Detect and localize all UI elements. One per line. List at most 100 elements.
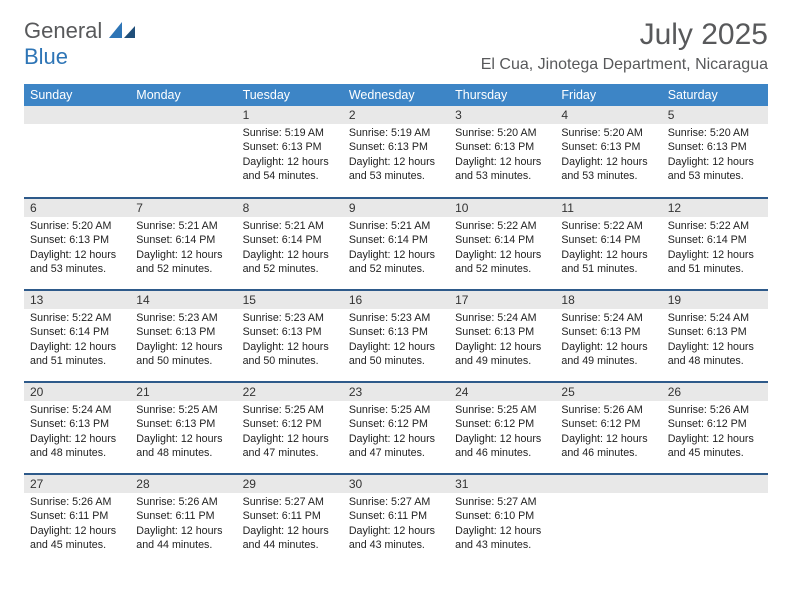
day-line: Sunrise: 5:27 AM	[243, 495, 337, 509]
day-line: Daylight: 12 hours	[243, 155, 337, 169]
day-line: and 52 minutes.	[455, 262, 549, 276]
day-cell: 17Sunrise: 5:24 AMSunset: 6:13 PMDayligh…	[449, 290, 555, 382]
day-line: Daylight: 12 hours	[349, 432, 443, 446]
day-body: Sunrise: 5:26 AMSunset: 6:11 PMDaylight:…	[24, 493, 130, 557]
day-line: Daylight: 12 hours	[561, 432, 655, 446]
day-body: Sunrise: 5:20 AMSunset: 6:13 PMDaylight:…	[24, 217, 130, 281]
day-body: Sunrise: 5:24 AMSunset: 6:13 PMDaylight:…	[662, 309, 768, 373]
day-line: and 49 minutes.	[561, 354, 655, 368]
logo: General Blue	[24, 18, 135, 70]
weekday-head: Thursday	[449, 84, 555, 106]
empty-daynum	[130, 106, 236, 124]
day-number: 18	[555, 291, 661, 309]
day-cell: 4Sunrise: 5:20 AMSunset: 6:13 PMDaylight…	[555, 106, 661, 198]
day-number: 3	[449, 106, 555, 124]
day-body: Sunrise: 5:25 AMSunset: 6:12 PMDaylight:…	[343, 401, 449, 465]
day-line: Daylight: 12 hours	[668, 248, 762, 262]
day-line: Daylight: 12 hours	[136, 524, 230, 538]
day-line: and 50 minutes.	[136, 354, 230, 368]
day-cell: 16Sunrise: 5:23 AMSunset: 6:13 PMDayligh…	[343, 290, 449, 382]
page-header: General Blue July 2025 El Cua, Jinotega …	[0, 0, 792, 78]
day-cell: 11Sunrise: 5:22 AMSunset: 6:14 PMDayligh…	[555, 198, 661, 290]
day-line: Sunset: 6:12 PM	[455, 417, 549, 431]
day-number: 28	[130, 475, 236, 493]
day-line: and 53 minutes.	[30, 262, 124, 276]
day-line: and 53 minutes.	[349, 169, 443, 183]
day-line: Daylight: 12 hours	[455, 524, 549, 538]
empty-daynum	[24, 106, 130, 124]
day-body: Sunrise: 5:21 AMSunset: 6:14 PMDaylight:…	[130, 217, 236, 281]
day-line: and 50 minutes.	[243, 354, 337, 368]
day-line: and 45 minutes.	[668, 446, 762, 460]
weekday-head: Monday	[130, 84, 236, 106]
day-line: Sunrise: 5:24 AM	[455, 311, 549, 325]
day-line: and 44 minutes.	[243, 538, 337, 552]
day-line: Sunset: 6:13 PM	[455, 325, 549, 339]
day-line: Sunrise: 5:22 AM	[668, 219, 762, 233]
day-line: Sunrise: 5:21 AM	[243, 219, 337, 233]
day-line: Sunset: 6:12 PM	[561, 417, 655, 431]
day-cell: 18Sunrise: 5:24 AMSunset: 6:13 PMDayligh…	[555, 290, 661, 382]
day-line: and 52 minutes.	[243, 262, 337, 276]
day-cell	[662, 474, 768, 566]
day-line: Daylight: 12 hours	[455, 248, 549, 262]
weekday-head: Sunday	[24, 84, 130, 106]
day-line: Sunrise: 5:25 AM	[455, 403, 549, 417]
day-line: Daylight: 12 hours	[349, 524, 443, 538]
day-body: Sunrise: 5:23 AMSunset: 6:13 PMDaylight:…	[237, 309, 343, 373]
day-line: Daylight: 12 hours	[30, 340, 124, 354]
day-line: Daylight: 12 hours	[349, 155, 443, 169]
day-line: Sunset: 6:13 PM	[30, 417, 124, 431]
day-line: Sunrise: 5:21 AM	[136, 219, 230, 233]
day-line: Sunrise: 5:22 AM	[455, 219, 549, 233]
day-cell: 27Sunrise: 5:26 AMSunset: 6:11 PMDayligh…	[24, 474, 130, 566]
day-number: 7	[130, 199, 236, 217]
day-cell: 2Sunrise: 5:19 AMSunset: 6:13 PMDaylight…	[343, 106, 449, 198]
day-body: Sunrise: 5:22 AMSunset: 6:14 PMDaylight:…	[449, 217, 555, 281]
weekday-header-row: Sunday Monday Tuesday Wednesday Thursday…	[24, 84, 768, 106]
day-line: Daylight: 12 hours	[243, 248, 337, 262]
day-line: Sunset: 6:13 PM	[30, 233, 124, 247]
day-line: Daylight: 12 hours	[136, 340, 230, 354]
day-body: Sunrise: 5:20 AMSunset: 6:13 PMDaylight:…	[662, 124, 768, 188]
day-line: Daylight: 12 hours	[455, 432, 549, 446]
day-cell: 19Sunrise: 5:24 AMSunset: 6:13 PMDayligh…	[662, 290, 768, 382]
day-body: Sunrise: 5:27 AMSunset: 6:11 PMDaylight:…	[237, 493, 343, 557]
day-body: Sunrise: 5:27 AMSunset: 6:11 PMDaylight:…	[343, 493, 449, 557]
empty-daynum	[555, 475, 661, 493]
day-line: Sunset: 6:11 PM	[136, 509, 230, 523]
week-row: 20Sunrise: 5:24 AMSunset: 6:13 PMDayligh…	[24, 382, 768, 474]
day-cell: 29Sunrise: 5:27 AMSunset: 6:11 PMDayligh…	[237, 474, 343, 566]
day-line: Sunset: 6:10 PM	[455, 509, 549, 523]
day-cell: 13Sunrise: 5:22 AMSunset: 6:14 PMDayligh…	[24, 290, 130, 382]
day-line: Sunset: 6:12 PM	[349, 417, 443, 431]
day-line: Sunrise: 5:22 AM	[30, 311, 124, 325]
day-line: Daylight: 12 hours	[30, 432, 124, 446]
day-number: 20	[24, 383, 130, 401]
day-number: 30	[343, 475, 449, 493]
day-number: 10	[449, 199, 555, 217]
title-block: July 2025 El Cua, Jinotega Department, N…	[481, 18, 768, 74]
day-line: Sunset: 6:11 PM	[243, 509, 337, 523]
day-body: Sunrise: 5:20 AMSunset: 6:13 PMDaylight:…	[449, 124, 555, 188]
day-number: 4	[555, 106, 661, 124]
day-body: Sunrise: 5:19 AMSunset: 6:13 PMDaylight:…	[343, 124, 449, 188]
day-number: 8	[237, 199, 343, 217]
day-line: Daylight: 12 hours	[668, 155, 762, 169]
day-line: Sunset: 6:14 PM	[455, 233, 549, 247]
week-row: 6Sunrise: 5:20 AMSunset: 6:13 PMDaylight…	[24, 198, 768, 290]
day-body: Sunrise: 5:27 AMSunset: 6:10 PMDaylight:…	[449, 493, 555, 557]
day-cell: 8Sunrise: 5:21 AMSunset: 6:14 PMDaylight…	[237, 198, 343, 290]
day-cell: 7Sunrise: 5:21 AMSunset: 6:14 PMDaylight…	[130, 198, 236, 290]
day-line: and 50 minutes.	[349, 354, 443, 368]
day-body: Sunrise: 5:25 AMSunset: 6:12 PMDaylight:…	[449, 401, 555, 465]
day-line: and 47 minutes.	[349, 446, 443, 460]
day-line: Sunrise: 5:27 AM	[349, 495, 443, 509]
day-number: 22	[237, 383, 343, 401]
day-cell: 20Sunrise: 5:24 AMSunset: 6:13 PMDayligh…	[24, 382, 130, 474]
day-body: Sunrise: 5:24 AMSunset: 6:13 PMDaylight:…	[449, 309, 555, 373]
day-line: Daylight: 12 hours	[455, 155, 549, 169]
day-line: Daylight: 12 hours	[349, 340, 443, 354]
day-cell: 12Sunrise: 5:22 AMSunset: 6:14 PMDayligh…	[662, 198, 768, 290]
day-cell: 1Sunrise: 5:19 AMSunset: 6:13 PMDaylight…	[237, 106, 343, 198]
